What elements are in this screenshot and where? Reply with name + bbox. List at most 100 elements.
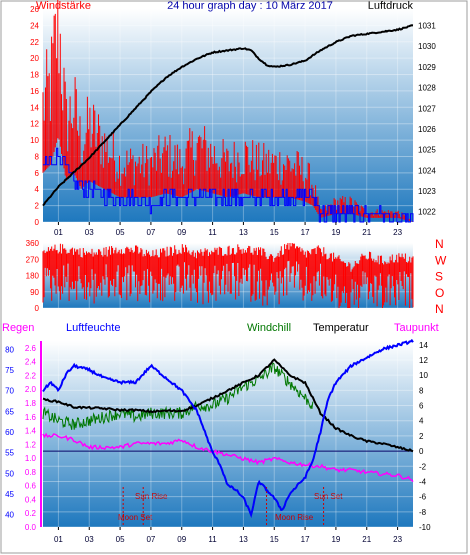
wind-tick-label: 24 xyxy=(30,21,39,30)
pressure-tick-label: 1028 xyxy=(418,84,436,93)
wind-direction-series xyxy=(42,243,414,308)
compass-label: N xyxy=(435,237,444,251)
temperature-tick-label: 4 xyxy=(419,417,424,426)
p1-xtick-label: 07 xyxy=(146,228,155,237)
temperature-tick-label: -8 xyxy=(419,508,427,517)
rain-tick-label: 1.8 xyxy=(25,399,37,408)
legend-temperatur: Temperatur xyxy=(313,322,369,334)
pressure-tick-label: 1025 xyxy=(418,146,436,155)
p3-xtick-label: 07 xyxy=(146,535,155,544)
temperature-tick-label: 0 xyxy=(419,447,424,456)
direction-tick-label: 360 xyxy=(26,239,40,248)
pressure-tick-label: 1026 xyxy=(418,125,436,134)
p3-xtick-label: 17 xyxy=(301,535,310,544)
pressure-tick-label: 1023 xyxy=(418,187,436,196)
chart-title: 24 hour graph day : 10 März 2017 xyxy=(167,0,333,12)
p1-xtick-label: 23 xyxy=(393,228,402,237)
rain-tick-label: 0.2 xyxy=(25,509,37,518)
wind-tick-label: 2 xyxy=(35,202,40,211)
legend-luftfeuchte: Luftfeuchte xyxy=(66,322,120,334)
p3-xtick-label: 21 xyxy=(362,535,371,544)
humidity-tick-label: 55 xyxy=(5,449,14,458)
wind-tick-label: 8 xyxy=(35,152,40,161)
temperature-tick-label: -10 xyxy=(419,523,431,532)
pressure-tick-label: 1022 xyxy=(418,208,436,217)
rain-tick-label: 0.8 xyxy=(25,468,37,477)
p1-xtick-label: 21 xyxy=(362,228,371,237)
rain-tick-label: 1.6 xyxy=(25,413,37,422)
humidity-tick-label: 60 xyxy=(5,428,14,437)
p1-xtick-label: 01 xyxy=(54,228,63,237)
temperature-tick-label: 12 xyxy=(419,356,428,365)
humidity-tick-label: 50 xyxy=(5,469,14,478)
rain-tick-label: 1.0 xyxy=(25,454,37,463)
rain-tick-label: 1.2 xyxy=(25,440,37,449)
wind-tick-label: 16 xyxy=(30,87,39,96)
rain-tick-label: 2.0 xyxy=(25,385,37,394)
wind-series xyxy=(43,147,414,223)
p3-xtick-label: 23 xyxy=(393,535,402,544)
temperature-tick-label: 14 xyxy=(419,341,428,350)
p1-xtick-label: 17 xyxy=(301,228,310,237)
legend-regen: Regen xyxy=(2,322,34,334)
temperature-tick-label: -4 xyxy=(419,477,427,486)
p1-xtick-label: 13 xyxy=(239,228,248,237)
dewpoint-series xyxy=(42,432,414,483)
p1-xtick-label: 09 xyxy=(177,228,186,237)
temperature-tick-label: 10 xyxy=(419,371,428,380)
wind-tick-label: 0 xyxy=(35,218,40,227)
wind-axis-title: Windstärke xyxy=(36,0,91,12)
legend-taupunkt: Taupunkt xyxy=(394,322,439,334)
rain-tick-label: 2.4 xyxy=(25,358,37,367)
wind-tick-label: 12 xyxy=(30,120,39,129)
humidity-tick-label: 40 xyxy=(5,511,14,520)
direction-tick-label: 270 xyxy=(26,255,40,264)
temperature-tick-label: 2 xyxy=(419,432,424,441)
chart-marks: 0246810121416182022242610221023102410251… xyxy=(5,0,447,544)
humidity-tick-label: 65 xyxy=(5,407,14,416)
rain-tick-label: 2.6 xyxy=(25,344,37,353)
pressure-series xyxy=(42,24,414,207)
compass-label: N xyxy=(435,302,444,316)
wind-tick-label: 26 xyxy=(30,5,39,14)
pressure-tick-label: 1029 xyxy=(418,63,436,72)
pressure-axis-title: Luftdruck xyxy=(368,0,414,12)
temperature-tick-label: 8 xyxy=(419,386,424,395)
moon-rise-label: Moon Rise xyxy=(275,513,314,522)
compass-label: S xyxy=(435,270,443,284)
wind-tick-label: 20 xyxy=(30,54,39,63)
temperature-series xyxy=(42,358,414,453)
humidity-tick-label: 80 xyxy=(5,345,14,354)
wind-tick-label: 4 xyxy=(35,185,40,194)
p1-xtick-label: 05 xyxy=(116,228,125,237)
wind-tick-label: 22 xyxy=(30,38,39,47)
direction-tick-label: 180 xyxy=(26,272,40,281)
pressure-tick-label: 1031 xyxy=(418,22,436,31)
temperature-tick-label: -6 xyxy=(419,493,427,502)
p3-xtick-label: 13 xyxy=(239,535,248,544)
humidity-tick-label: 45 xyxy=(5,490,14,499)
humidity-series xyxy=(42,338,414,519)
direction-tick-label: 0 xyxy=(35,304,40,313)
direction-tick-label: 90 xyxy=(30,288,39,297)
pressure-tick-label: 1030 xyxy=(418,42,436,51)
humidity-tick-label: 75 xyxy=(5,366,14,375)
rain-tick-label: 0.0 xyxy=(25,523,37,532)
rain-tick-label: 0.4 xyxy=(25,495,37,504)
pressure-tick-label: 1027 xyxy=(418,104,436,113)
temperature-panel xyxy=(43,341,413,527)
legend-windchill: Windchill xyxy=(247,322,291,334)
p3-xtick-label: 11 xyxy=(208,535,217,544)
rain-tick-label: 0.6 xyxy=(25,482,37,491)
p3-xtick-label: 09 xyxy=(177,535,186,544)
p3-xtick-label: 15 xyxy=(270,535,279,544)
wind-tick-label: 14 xyxy=(30,103,39,112)
pressure-tick-label: 1024 xyxy=(418,166,436,175)
sun-set-label: Sun Set xyxy=(314,492,343,501)
wind-tick-label: 6 xyxy=(35,169,40,178)
p3-xtick-label: 01 xyxy=(54,535,63,544)
p1-xtick-label: 11 xyxy=(208,228,217,237)
p3-xtick-label: 05 xyxy=(116,535,125,544)
